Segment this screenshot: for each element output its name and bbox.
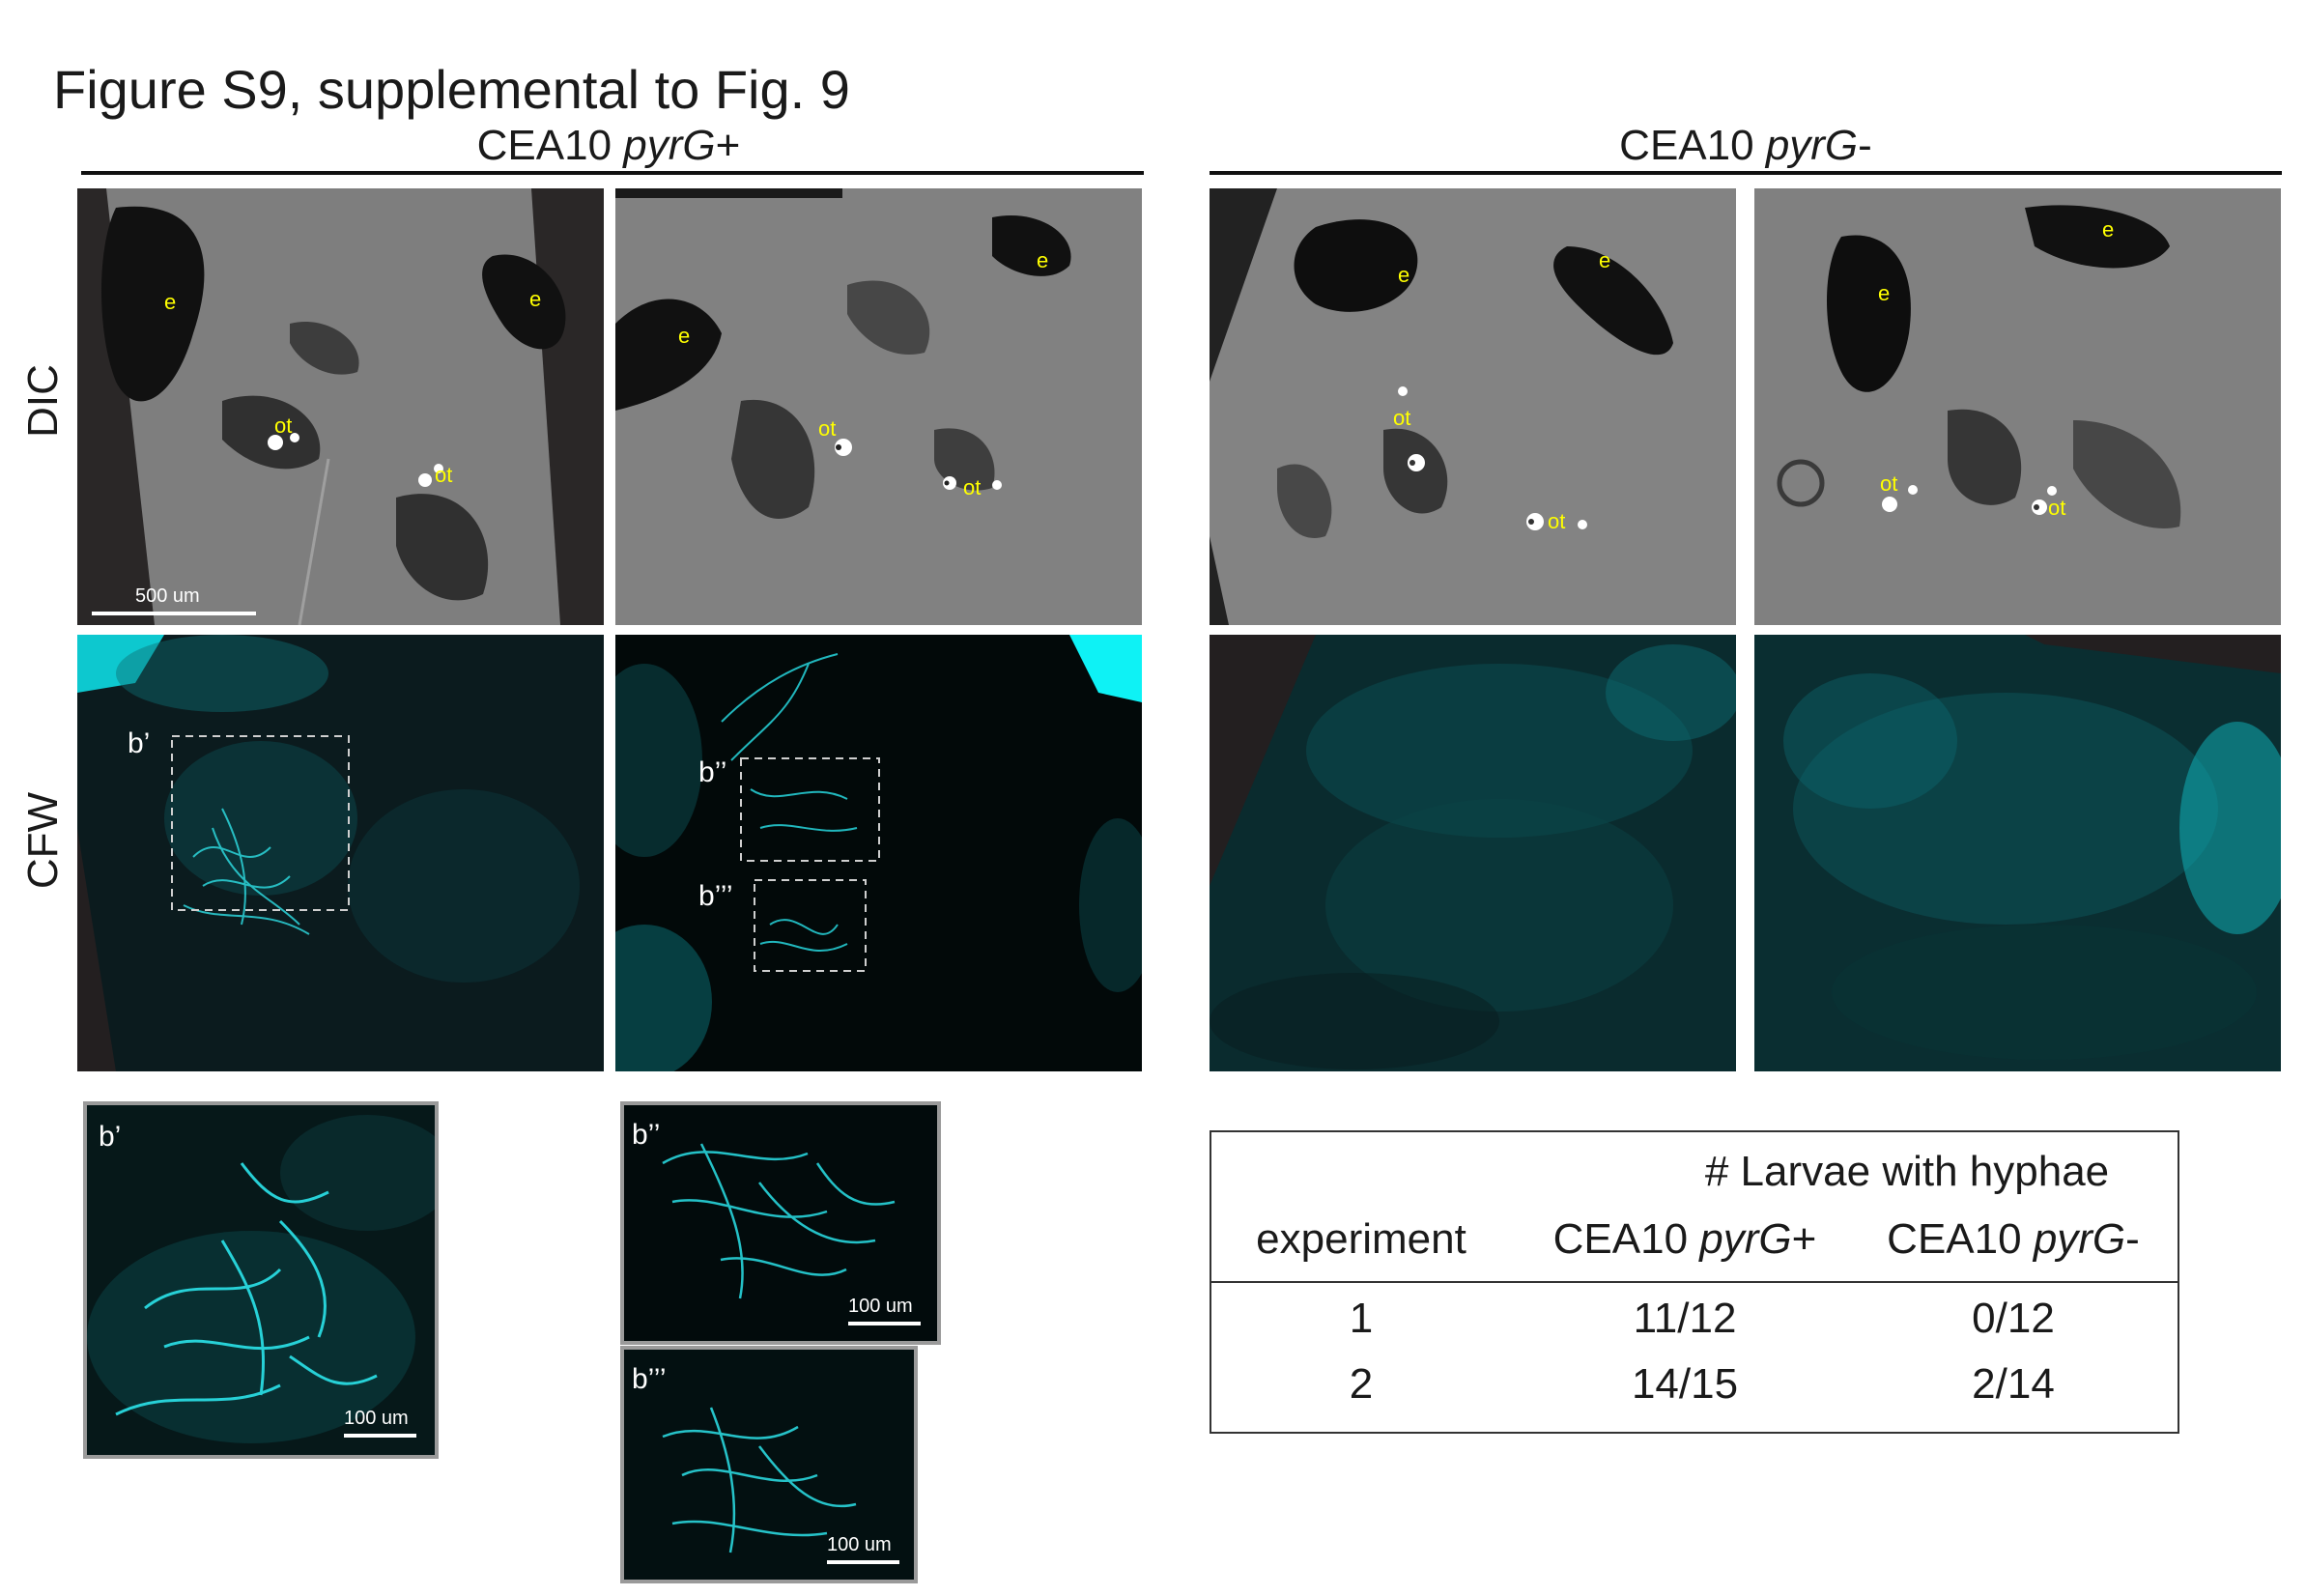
hyphae-table: # Larvae with hyphae experiment CEA10 py… bbox=[1210, 1130, 2179, 1434]
table-col-experiment: experiment bbox=[1256, 1215, 1466, 1263]
eye-label: e bbox=[1878, 281, 1890, 305]
eye-label: e bbox=[529, 287, 541, 311]
row-label-cfw: CFW bbox=[19, 791, 67, 890]
eye-label: e bbox=[2102, 217, 2114, 242]
condition-underline-pyrg-plus bbox=[81, 171, 1144, 175]
otolith-label: ot bbox=[963, 475, 981, 499]
table-group-header: # Larvae with hyphae bbox=[1704, 1148, 2110, 1195]
dic-panel-pyrg-plus-1: e e ot ot 500 um bbox=[77, 188, 604, 625]
inset-label-b3: b’’’ bbox=[632, 1363, 667, 1395]
figure-title: Figure S9, supplemental to Fig. 9 bbox=[53, 59, 850, 120]
roi-label-b2: b’’ bbox=[698, 756, 726, 788]
inset-b1: b’ 100 um bbox=[83, 1101, 439, 1459]
eye-label: e bbox=[1599, 248, 1610, 272]
cfw-panel-pyrg-plus-2: b’’ b’’’ bbox=[615, 635, 1142, 1071]
condition-title-pyrg-plus: CEA10 pyrG+ bbox=[476, 122, 741, 169]
eye-label: e bbox=[1398, 263, 1409, 287]
table-cell-pos: 11/12 bbox=[1633, 1295, 1737, 1342]
roi-box bbox=[740, 757, 880, 862]
table-col-pyrg-minus: CEA10 pyrG- bbox=[1887, 1215, 2140, 1263]
cfw-panel-pyrg-plus-1: b’ bbox=[77, 635, 604, 1071]
scale-bar bbox=[92, 612, 256, 615]
otolith-label: ot bbox=[1880, 471, 1897, 496]
otolith-label: ot bbox=[1548, 509, 1565, 533]
inset-label-b1: b’ bbox=[99, 1121, 121, 1153]
table-col-pyrg-plus: CEA10 pyrG+ bbox=[1552, 1215, 1817, 1263]
inset-b2: b’’ 100 um bbox=[620, 1101, 941, 1345]
table-divider bbox=[1211, 1281, 2178, 1283]
condition-title-pyrg-minus: CEA10 pyrG- bbox=[1619, 122, 1872, 169]
otolith-label: ot bbox=[1393, 406, 1410, 430]
cfw-panel-pyrg-minus-2 bbox=[1754, 635, 2281, 1071]
otolith-label: ot bbox=[2048, 496, 2065, 520]
scale-bar-label: 100 um bbox=[848, 1296, 913, 1317]
scale-bar-label: 100 um bbox=[827, 1534, 892, 1555]
roi-box bbox=[171, 735, 350, 911]
table-cell-neg: 0/12 bbox=[1972, 1295, 2055, 1342]
scale-bar bbox=[827, 1560, 899, 1564]
table-cell-pos: 14/15 bbox=[1631, 1360, 1739, 1408]
dic-panel-pyrg-minus-2: e e ot ot bbox=[1754, 188, 2281, 625]
roi-label-b1: b’ bbox=[128, 727, 150, 759]
scale-bar-label: 100 um bbox=[344, 1408, 409, 1429]
cfw-panel-pyrg-minus-1 bbox=[1210, 635, 1736, 1071]
scale-bar bbox=[344, 1434, 416, 1438]
otolith-label: ot bbox=[274, 413, 292, 438]
roi-label-b3: b’’’ bbox=[698, 880, 733, 912]
inset-b3: b’’’ 100 um bbox=[620, 1346, 918, 1583]
inset-label-b2: b’’ bbox=[632, 1119, 660, 1151]
eye-label: e bbox=[1037, 248, 1048, 272]
eye-label: e bbox=[678, 324, 690, 348]
otolith-label: ot bbox=[435, 463, 452, 487]
roi-box bbox=[754, 879, 867, 972]
table-cell-neg: 2/14 bbox=[1972, 1360, 2055, 1408]
table-cell-experiment: 1 bbox=[1349, 1295, 1374, 1342]
otolith-label: ot bbox=[818, 416, 836, 441]
eye-label: e bbox=[164, 290, 176, 314]
condition-underline-pyrg-minus bbox=[1210, 171, 2282, 175]
scale-bar bbox=[848, 1322, 921, 1325]
dic-panel-pyrg-minus-1: e e ot ot bbox=[1210, 188, 1736, 625]
dic-panel-pyrg-plus-2: e e ot ot bbox=[615, 188, 1142, 625]
table-cell-experiment: 2 bbox=[1349, 1360, 1374, 1408]
scale-bar-label: 500 um bbox=[135, 585, 200, 607]
row-label-dic: DIC bbox=[19, 364, 67, 438]
